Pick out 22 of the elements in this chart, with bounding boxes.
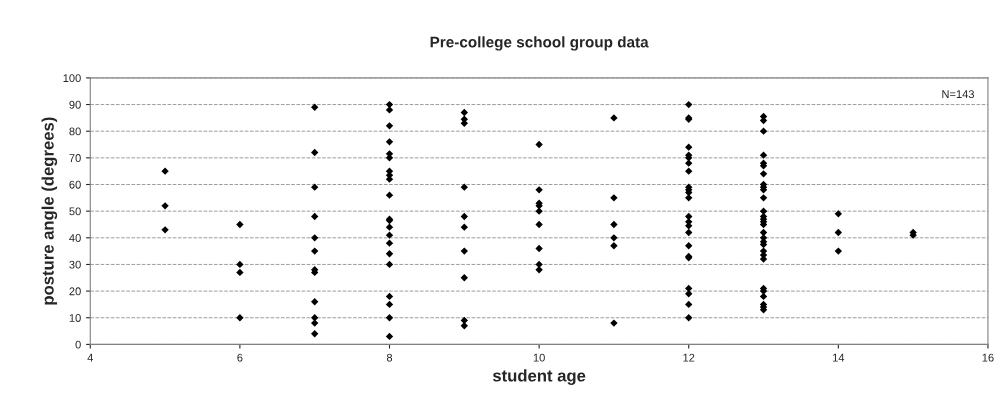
x-tick-label: 4 [87,353,94,362]
x-tick-label: 12 [683,353,695,362]
y-tick-label: 90 [69,100,81,109]
y-tick-label: 70 [69,154,81,162]
y-tick-label: 0 [75,340,81,349]
annotation: N=143 [942,90,974,99]
x-tick-label: 10 [533,353,545,362]
y-axis-title: posture angle (degrees) [41,117,58,305]
x-tick-label: 14 [833,353,845,362]
chart-title: Pre-college school group data [430,36,649,51]
y-tick-label: 30 [69,260,81,269]
y-tick-label: 20 [69,287,81,296]
y-tick-label: 60 [69,180,81,189]
x-tick-label: 16 [982,353,994,362]
y-tick-label: 40 [69,234,81,242]
y-tick-label: 10 [69,314,81,322]
y-tick-label: 80 [69,127,81,136]
y-tick-label: 100 [63,74,81,83]
x-tick-label: 6 [237,353,243,362]
x-axis-title: student age [492,369,586,385]
y-tick-label: 50 [69,207,81,216]
x-tick-label: 8 [386,353,393,362]
